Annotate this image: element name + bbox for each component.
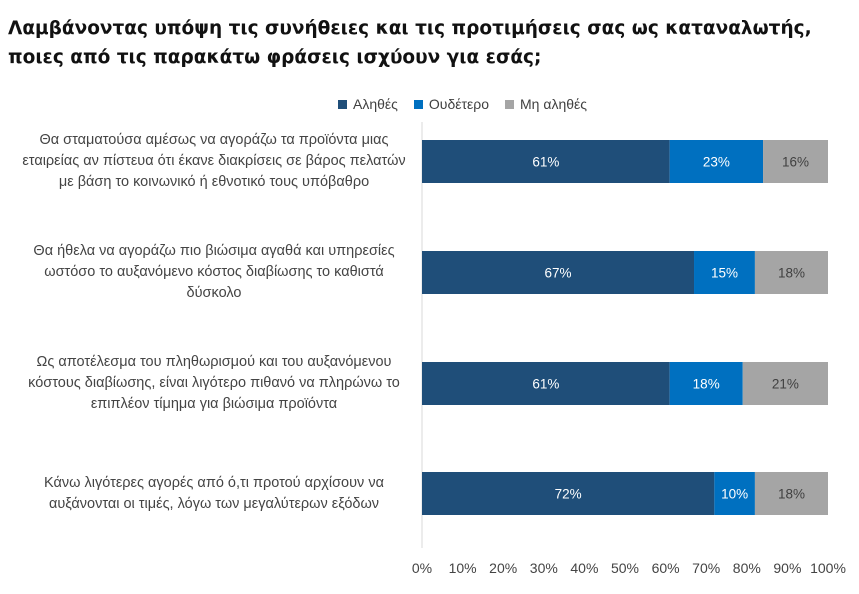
bar-neutral-2	[694, 251, 755, 294]
category-label-1-line-2: εταιρείας αν πίστευα ότι έκανε διακρίσει…	[22, 153, 406, 169]
category-label-3-line-1: Ως αποτέλεσμα του πληθωρισμού και του αυ…	[36, 354, 392, 370]
category-label-4-line-2: αυξάνονται οι τιμές, λόγω των μεγαλύτερω…	[48, 496, 380, 512]
bar-not-true-3	[742, 362, 828, 405]
data-label-true-1: 61%	[532, 155, 559, 170]
x-tick-label-9: 90%	[773, 560, 801, 576]
data-label-true-3: 61%	[532, 377, 559, 392]
x-tick-label-3: 30%	[530, 560, 558, 576]
legend-label-not-true: Μη αληθές	[520, 96, 588, 112]
x-tick-label-4: 40%	[570, 560, 598, 576]
legend-item-neutral: Ουδέτερο	[413, 96, 490, 112]
bar-not-true-2	[754, 251, 828, 294]
x-tick-label-8: 80%	[733, 560, 761, 576]
category-label-3-line-3: επιπλέον τίμημα για βιώσιμα προϊόντα	[90, 396, 338, 412]
data-label-neutral-3: 18%	[693, 377, 720, 392]
bar-true-1	[422, 140, 670, 183]
data-label-not-true-2: 18%	[778, 266, 805, 281]
category-label-2-line-2: ωστόσο το αυξανόμενο κόστος διαβίωσης το…	[44, 264, 384, 280]
data-label-not-true-4: 18%	[778, 487, 805, 502]
bar-neutral-4	[714, 472, 755, 515]
legend-item-not-true: Μη αληθές	[505, 96, 587, 112]
legend-label-true: Αληθές	[353, 96, 398, 112]
category-label-2-line-1: Θα ήθελα να αγοράζω πιο βιώσιμα αγαθά κα…	[33, 243, 395, 259]
category-label-4-line-1: Κάνω λιγότερες αγορές από ό,τι προτού αρ…	[44, 475, 384, 491]
legend-swatch-neutral	[413, 99, 423, 109]
x-tick-label-7: 70%	[692, 560, 720, 576]
bar-true-3	[422, 362, 670, 405]
category-label-4: Κάνω λιγότερες αγορές από ό,τι προτού αρ…	[14, 473, 414, 515]
bar-not-true-1	[763, 140, 828, 183]
x-tick-label-10: 100%	[810, 560, 846, 576]
data-label-not-true-3: 21%	[772, 377, 799, 392]
category-label-2-line-3: δύσκολο	[186, 285, 242, 301]
x-tick-label-1: 10%	[449, 560, 477, 576]
legend-item-true: Αληθές	[338, 96, 398, 112]
data-label-not-true-1: 16%	[782, 155, 809, 170]
data-label-neutral-4: 10%	[721, 487, 748, 502]
bar-neutral-3	[669, 362, 743, 405]
legend-swatch-not-true	[505, 99, 515, 109]
category-label-3: Ως αποτέλεσμα του πληθωρισμού και του αυ…	[14, 352, 414, 415]
legend-swatch-true	[338, 99, 347, 109]
category-label-1: Θα σταματούσα αμέσως να αγοράζω τα προϊό…	[14, 130, 414, 193]
data-label-true-2: 67%	[544, 266, 571, 281]
chart-title: Λαμβάνοντας υπόψη τις συνήθειες και τις …	[8, 14, 848, 72]
bar-not-true-4	[754, 472, 828, 515]
category-label-1-line-3: με βάση το κοινωνικό ή εθνοτικό τους υπό…	[58, 174, 370, 190]
chart-title-line-1: Λαμβάνοντας υπόψη τις συνήθειες και τις …	[8, 18, 812, 39]
legend-label-neutral: Ουδέτερο	[428, 96, 490, 112]
x-tick-label-5: 50%	[611, 560, 639, 576]
chart-legend: Αληθές Ουδέτερο Μη αληθές	[338, 96, 603, 112]
x-tick-label-2: 20%	[489, 560, 517, 576]
chart-title-line-2: ποιες από τις παρακάτω φράσεις ισχύουν γ…	[8, 47, 542, 68]
data-label-neutral-2: 15%	[711, 266, 738, 281]
x-tick-label-6: 60%	[652, 560, 680, 576]
category-label-2: Θα ήθελα να αγοράζω πιο βιώσιμα αγαθά κα…	[14, 241, 414, 304]
category-label-3-line-2: κόστους διαβίωσης, είναι λιγότερο πιθανό…	[28, 375, 400, 391]
bar-true-4	[422, 472, 715, 515]
bar-neutral-1	[669, 140, 764, 183]
bar-true-2	[422, 251, 695, 294]
data-label-true-4: 72%	[555, 487, 582, 502]
category-label-1-line-1: Θα σταματούσα αμέσως να αγοράζω τα προϊό…	[39, 132, 389, 148]
data-label-neutral-1: 23%	[703, 155, 730, 170]
x-tick-label-0: 0%	[412, 560, 432, 576]
